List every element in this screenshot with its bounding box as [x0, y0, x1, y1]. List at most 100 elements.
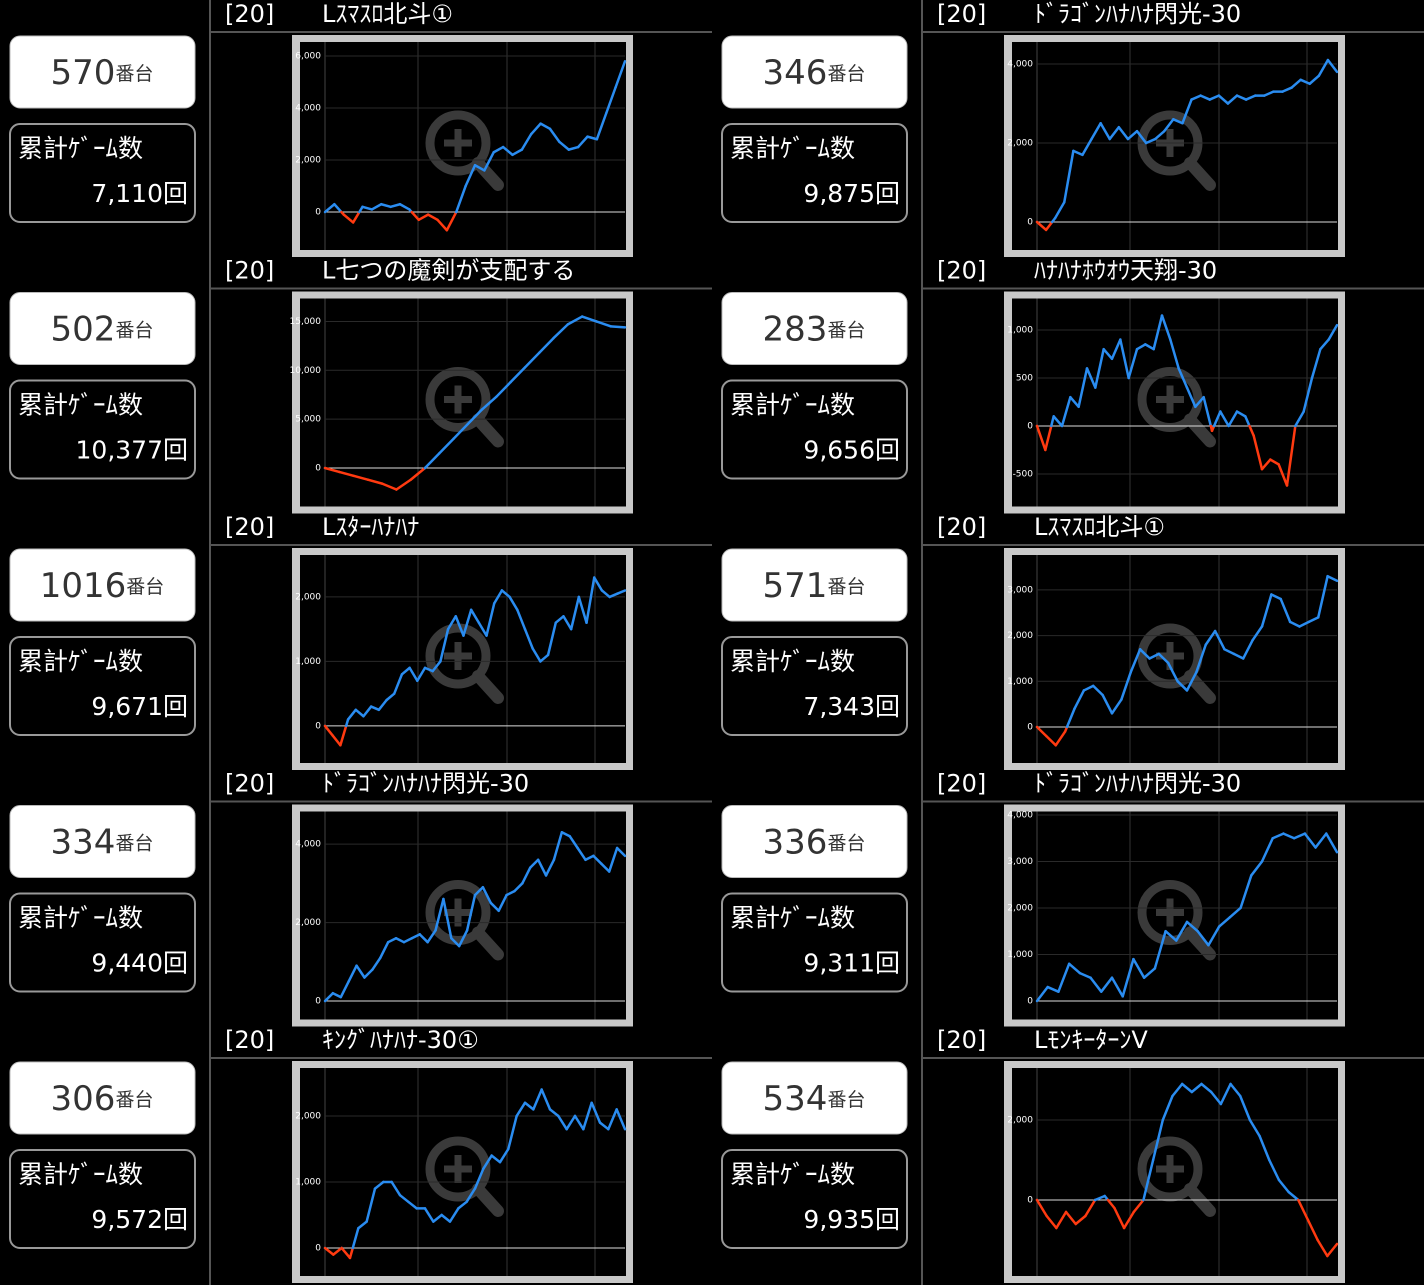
line-segment: [1199, 94, 1211, 101]
y-tick-label: 4,000: [1007, 810, 1033, 820]
y-tick-label: 2,000: [295, 918, 321, 928]
line-segment: [448, 1207, 460, 1223]
line-segment: [548, 1108, 560, 1118]
number: 571: [763, 566, 828, 606]
line-segment: [1132, 1198, 1145, 1214]
y-tick-label: 2,000: [1007, 631, 1033, 641]
line-segment: [1073, 689, 1086, 710]
games-count: 9,572回: [91, 1205, 188, 1234]
number: 306: [51, 1079, 116, 1119]
number-box: [9, 548, 196, 622]
y-tick-label: 2,000: [1007, 1116, 1033, 1126]
y-tick-label: 6,000: [295, 52, 321, 62]
zoom-icon: [425, 110, 491, 176]
line-segment: [1271, 832, 1285, 840]
line-segment: [540, 1088, 552, 1111]
line-segment: [402, 937, 414, 944]
machine-number: 1016番台: [40, 566, 165, 606]
number-box: [721, 292, 908, 365]
line-segment: [366, 478, 384, 485]
line-segment: [1176, 680, 1189, 692]
line-segment: [492, 589, 504, 605]
line-segment: [1219, 410, 1230, 428]
line-segment: [445, 210, 458, 232]
line-segment: [418, 933, 429, 944]
line-segment: [423, 1207, 435, 1223]
line-segment: [464, 163, 477, 188]
line-segment: [1252, 434, 1264, 471]
line-segment: [1135, 129, 1148, 145]
y-tick-label: 0: [1027, 996, 1033, 1006]
number-box: [9, 292, 196, 365]
machine-name: ｷﾝｸﾞﾊﾅﾊﾅ-30①: [322, 1026, 479, 1054]
zoom-icon: [1184, 413, 1216, 448]
line-segment: [379, 940, 390, 960]
line-segment: [1144, 343, 1155, 351]
line-segment: [1195, 643, 1207, 674]
line-segment: [1228, 906, 1242, 919]
y-tick-label: 500: [1016, 373, 1033, 383]
line-segment: [1064, 1210, 1077, 1226]
games-box: [9, 123, 196, 223]
line-segment: [408, 666, 419, 683]
line-segment: [598, 1121, 610, 1131]
line-segment: [616, 589, 627, 595]
games-label: 累計ｹﾞｰﾑ数: [730, 1160, 855, 1189]
line-segment: [1185, 670, 1198, 692]
line-segment: [605, 85, 617, 115]
line-segment: [592, 576, 604, 592]
line-segment: [400, 666, 411, 676]
y-tick-label: 4,000: [295, 840, 321, 850]
line-segment: [1067, 962, 1082, 975]
line-segment: [1093, 1194, 1106, 1202]
line-segment: [595, 111, 608, 141]
line-segment: [495, 380, 512, 398]
line-segment: [1046, 985, 1060, 993]
games-box: [9, 892, 196, 993]
line-segment: [1142, 1158, 1155, 1202]
y-tick-label: 15,000: [290, 317, 322, 327]
line-segment: [1298, 620, 1311, 628]
line-segment: [1194, 395, 1205, 409]
line-segment: [1127, 347, 1139, 380]
line-segment: [377, 698, 388, 712]
line-segment: [1089, 976, 1103, 993]
line-segment: [1126, 129, 1139, 141]
number-unit: 番台: [115, 63, 153, 85]
number-box: [721, 805, 908, 878]
line-segment: [363, 968, 374, 979]
zoom-icon: [425, 623, 491, 689]
line-segment: [423, 666, 434, 673]
line-segment: [452, 422, 470, 440]
line-segment: [1202, 395, 1213, 428]
rate: [20]: [937, 513, 986, 541]
y-tick-label: 10,000: [290, 366, 322, 376]
line-segment: [1223, 648, 1236, 656]
line-segment: [1185, 920, 1199, 933]
line-segment: [1235, 94, 1248, 101]
line-segment: [538, 336, 555, 354]
line-segment: [1190, 1082, 1203, 1094]
line-segment: [498, 1147, 510, 1164]
y-tick-label: 0: [315, 208, 321, 218]
line-segment: [357, 1220, 368, 1230]
y-tick-label: 3,000: [1007, 857, 1033, 867]
line-segment: [1180, 1082, 1194, 1094]
zoom-icon: [472, 670, 504, 704]
line-segment: [1057, 962, 1071, 993]
line-segment: [380, 482, 398, 491]
line-segment: [609, 325, 627, 329]
line-segment: [1085, 367, 1097, 389]
line-segment: [1074, 1214, 1087, 1226]
line-segment: [1181, 98, 1193, 125]
